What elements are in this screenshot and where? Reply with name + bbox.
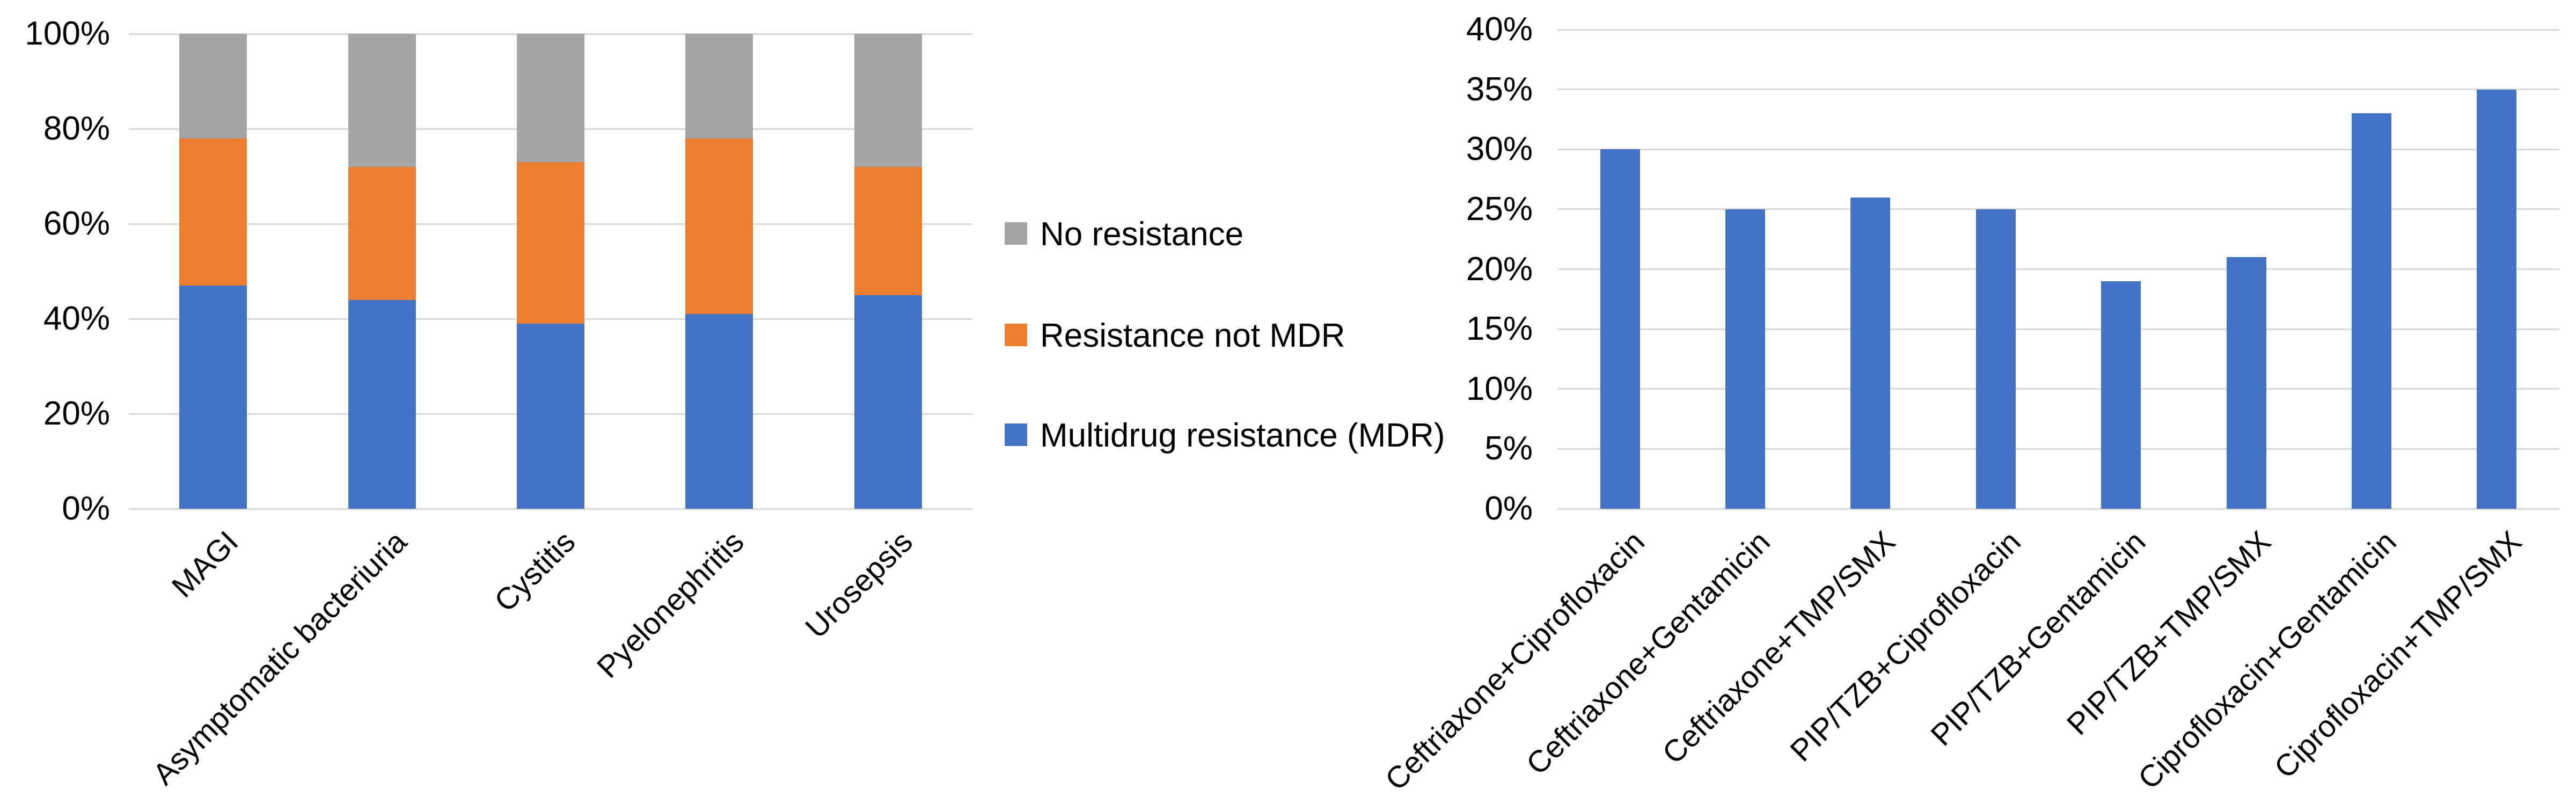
right-y-tick-label: 40% [1466,11,1533,48]
right-y-tick-label: 30% [1466,130,1533,168]
left-bar-segment-none [854,34,922,167]
left-y-tick-label: 60% [43,205,110,242]
right-gridline [1557,89,2559,91]
right-category-label: PIP/TZB+Gentamicin [1924,524,2153,753]
right-y-tick-label: 25% [1466,190,1533,228]
left-category-label: Cystitis [488,524,582,619]
left-bar-segment-mdr [517,323,584,509]
left-y-tick-label: 0% [62,490,110,527]
legend-swatch [1005,423,1027,446]
right-bar [1725,209,1766,509]
right-category-label: PIP/TZB+TMP/SMX [2060,524,2278,742]
legend-label: Resistance not MDR [1040,317,1345,354]
legend-label: Multidrug resistance (MDR) [1040,417,1445,454]
right-y-tick-label: 20% [1466,250,1533,288]
left-bar-segment-not-mdr [517,162,584,324]
right-gridline [1557,388,2559,390]
right-bar [1600,149,1640,509]
right-category-label: Ceftriaxone+Gentamicin [1519,524,1777,782]
right-category-label: PIP/TZB+Ciprofloxacin [1783,524,2028,769]
legend-item: Multidrug resistance (MDR) [1005,413,1469,458]
right-category-label: Ciprofloxacin+TMP/SMX [2267,524,2528,785]
right-bar [2226,257,2266,509]
right-gridline [1557,208,2559,210]
left-gridline [129,508,972,510]
right-y-tick-label: 35% [1466,70,1533,108]
left-category-label: Urosepsis [799,524,920,645]
right-bar [2477,89,2517,509]
left-bar-segment-mdr [179,286,247,509]
right-gridline [1557,28,2559,31]
right-bar [1975,209,2016,509]
left-category-label: MAGI [165,524,245,604]
right-y-tick-label: 15% [1466,310,1533,348]
right-gridline [1557,328,2559,330]
right-bar [2101,281,2141,509]
right-category-label: Ceftriaxone+Ciprofloxacin [1379,524,1652,797]
legend-swatch [1005,324,1027,346]
left-bar-segment-not-mdr [685,138,753,315]
legend-swatch [1005,222,1027,245]
right-gridline [1557,148,2559,150]
legend-item: No resistance [1005,212,1469,257]
right-gridline [1557,448,2559,450]
right-category-label: Ceftriaxone+TMP/SMX [1656,524,1902,771]
right-y-tick-label: 10% [1466,370,1533,407]
left-bar-segment-none [348,34,416,167]
left-bar-segment-not-mdr [348,166,416,300]
left-bar-segment-not-mdr [179,138,247,286]
right-bar [1850,197,1891,509]
left-bar-segment-not-mdr [854,166,922,295]
left-bar-segment-mdr [348,299,416,509]
right-y-tick-label: 0% [1484,490,1533,527]
left-y-tick-label: 20% [43,395,110,432]
left-bar-segment-none [179,34,247,138]
legend-item: Resistance not MDR [1005,313,1469,359]
left-bar-segment-none [517,34,584,162]
left-bar-segment-none [685,34,753,138]
left-bar-segment-mdr [685,314,753,509]
left-y-tick-label: 100% [25,15,110,52]
right-gridline [1557,508,2559,510]
right-bar [2351,113,2391,509]
right-gridline [1557,268,2559,270]
left-y-tick-label: 80% [43,110,110,147]
right-y-tick-label: 5% [1484,430,1533,467]
right-category-label: Ciprofloxacin+Gentamicin [2131,524,2403,796]
left-y-tick-label: 40% [43,300,110,337]
left-category-label: Pyelonephritis [590,524,751,685]
legend-label: No resistance [1040,216,1244,253]
left-bar-segment-mdr [854,295,922,509]
